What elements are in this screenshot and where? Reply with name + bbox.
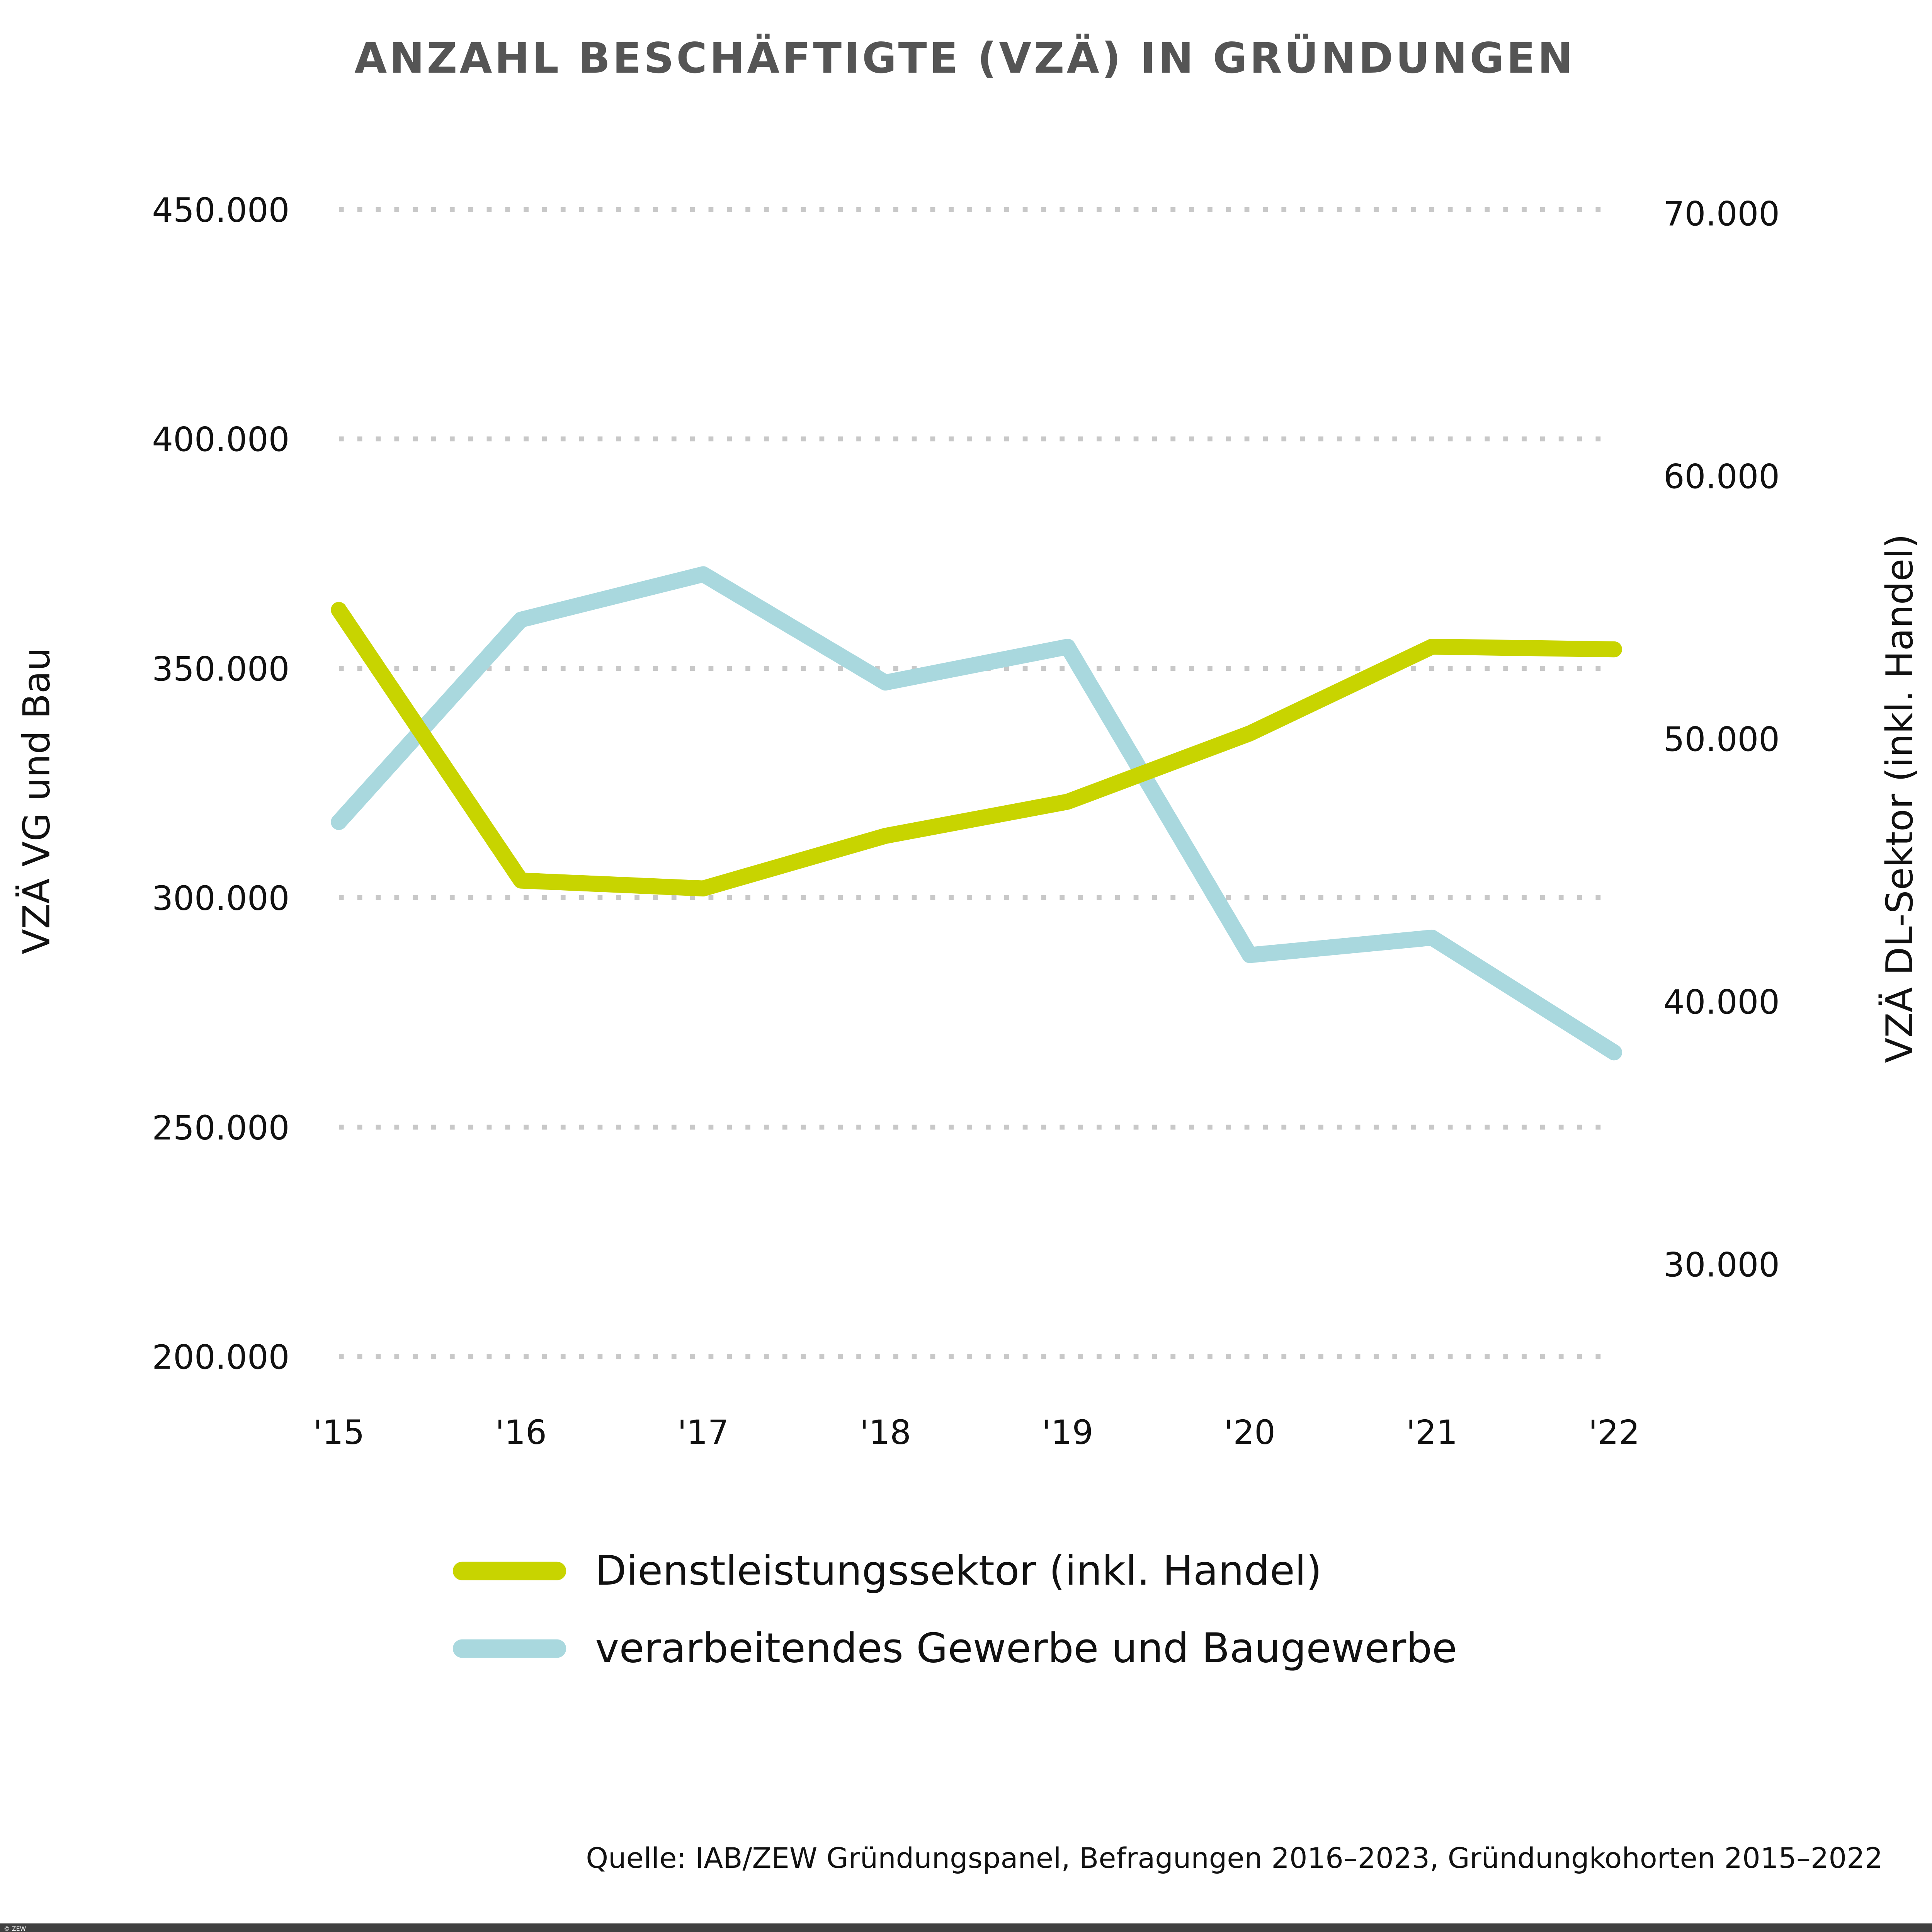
legend-label-manufacturing: verarbeitendes Gewerbe und Baugewerbe — [595, 1624, 1457, 1672]
copyright: © ZEW — [4, 1925, 26, 1932]
left-tick-label: 350.000 — [152, 650, 289, 689]
right-tick-label: 60.000 — [1663, 458, 1780, 497]
right-tick-label: 40.000 — [1663, 983, 1780, 1022]
data-point — [703, 888, 704, 889]
data-point — [885, 682, 886, 683]
data-point — [703, 574, 704, 575]
right-axis-label: VZÄ DL-Sektor (inkl. Handel) — [1878, 534, 1921, 1063]
right-tick-label: 50.000 — [1663, 721, 1780, 759]
left-axis-ticks: 200.000 250.000 300.000 350.000 400.000 450.0… — [152, 191, 289, 1377]
series-line-manufacturing — [331, 566, 1622, 1061]
series-line-services — [331, 602, 1622, 897]
left-axis-label: VZÄ VG und Bau — [15, 648, 58, 954]
x-tick-label: '18 — [860, 1413, 911, 1452]
chart-title: ANZAHL BESCHÄFTIGTE (VZÄ) IN GRÜNDUNGEN — [354, 34, 1575, 83]
left-tick-label: 300.000 — [152, 879, 289, 918]
left-tick-label: 200.000 — [152, 1338, 289, 1377]
legend-label-services: Dienstleistungssektor (inkl. Handel) — [595, 1547, 1322, 1594]
x-tick-label: '19 — [1042, 1413, 1093, 1452]
left-tick-label: 250.000 — [152, 1109, 289, 1148]
left-tick-label: 450.000 — [152, 191, 289, 230]
x-tick-label: '21 — [1406, 1413, 1458, 1452]
x-tick-label: '17 — [677, 1413, 729, 1452]
right-tick-label: 70.000 — [1663, 195, 1780, 234]
right-tick-label: 30.000 — [1663, 1246, 1780, 1285]
x-axis-ticks: '15 '16 '17 '18 '19 '20 '21 '22 — [313, 1413, 1640, 1452]
right-axis-ticks: 30.000 40.000 50.000 60.000 70.000 — [1663, 195, 1780, 1285]
x-tick-label: '16 — [495, 1413, 547, 1452]
gridlines — [338, 207, 1614, 1359]
left-tick-label: 400.000 — [152, 421, 289, 459]
x-tick-label: '20 — [1224, 1413, 1276, 1452]
footer-bar — [0, 1923, 1932, 1932]
x-tick-label: '15 — [313, 1413, 364, 1452]
source-note: Quelle: IAB/ZEW Gründungspanel, Befragun… — [586, 1842, 1883, 1875]
series-lines — [331, 566, 1622, 1061]
x-tick-label: '22 — [1588, 1413, 1640, 1452]
